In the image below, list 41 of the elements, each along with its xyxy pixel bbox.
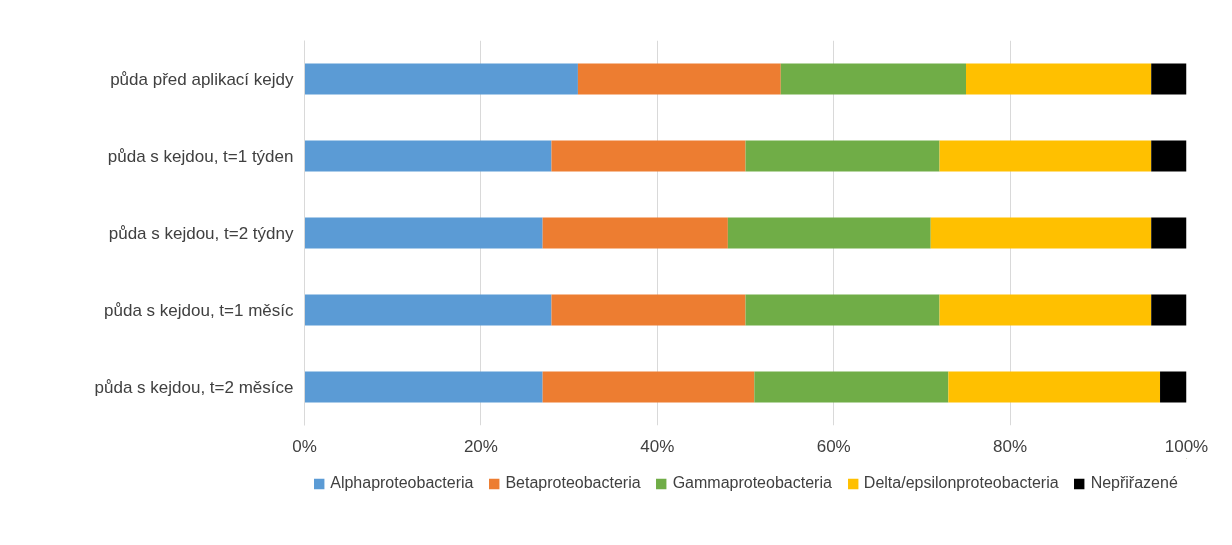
bar [304,63,578,95]
y-tick-label: půda s kejdou, t=2 týdny [108,223,294,243]
x-tick-label: 40% [640,436,675,456]
bar [1151,294,1187,326]
legend-label: Betaproteobacteria [505,474,641,492]
bar [577,63,781,95]
bar [948,371,1161,403]
bar [551,140,746,172]
legend-label: Alphaproteobacteria [330,474,474,492]
y-tick-label: půda s kejdou, t=2 měsíce [94,377,294,397]
bar [304,371,543,403]
y-tick-label: půda s kejdou, t=1 měsíc [104,300,294,320]
bar [930,217,1152,249]
bar [1151,63,1187,95]
bar [754,371,949,403]
bar [551,294,746,326]
bar [542,217,728,249]
legend-label: Delta/epsilonproteobacteria [863,474,1059,492]
y-tick-label: půda před aplikací kejdy [110,69,294,89]
legend-label: Gammaproteobacteria [672,474,832,492]
x-tick-label: 100% [1164,436,1209,456]
bar [780,63,966,95]
bar [304,217,543,249]
bar [966,63,1152,95]
x-tick-label: 80% [993,436,1028,456]
x-tick-label: 60% [816,436,851,456]
bar [1151,140,1187,172]
bar [304,294,552,326]
bar [542,371,755,403]
y-tick-label: půda s kejdou, t=1 týden [107,146,294,166]
bar [745,294,940,326]
bar [1151,217,1187,249]
x-tick-label: 0% [292,436,317,456]
bar [304,140,552,172]
bar [727,217,931,249]
x-tick-label: 20% [463,436,498,456]
bar [1160,371,1187,403]
bar [939,294,1152,326]
bar [745,140,940,172]
legend-label: Nepřiřazené [1090,474,1178,492]
bar [939,140,1152,172]
